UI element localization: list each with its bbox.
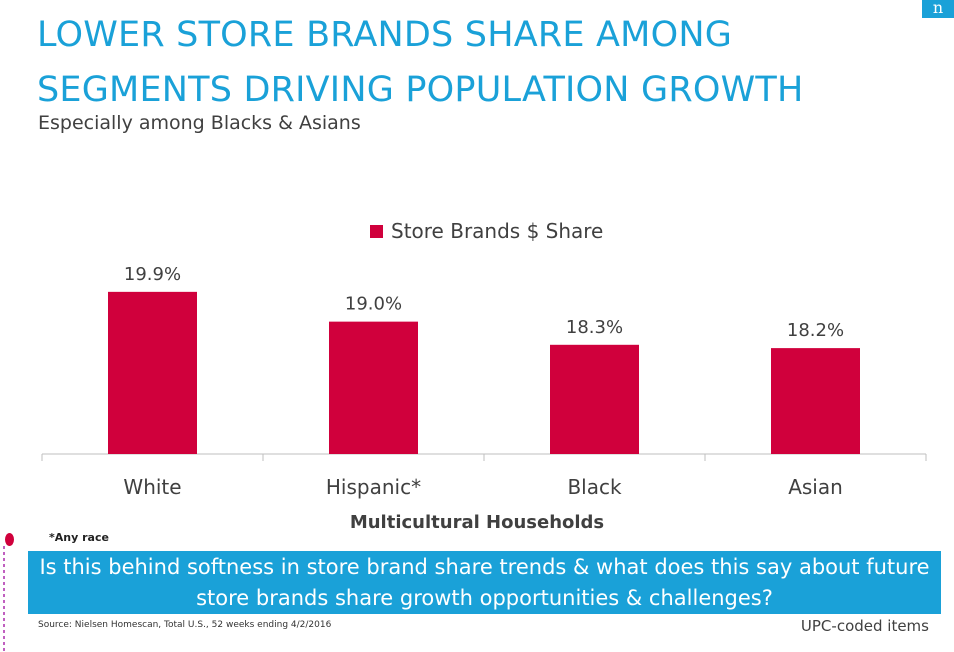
chart-legend: Store Brands $ Share bbox=[370, 219, 603, 243]
upc-note: UPC-coded items bbox=[800, 617, 929, 635]
bar-chart: 19.9% White 19.0% Hispanic* 18.3% Black 18.2% A… bbox=[41, 264, 927, 499]
category-label: Asian bbox=[788, 475, 843, 499]
title-line-1: LOWER STORE BRANDS SHARE AMONG bbox=[37, 15, 733, 55]
category-label: White bbox=[123, 475, 181, 499]
category-label: Hispanic* bbox=[326, 475, 421, 499]
x-axis-title: Multicultural Households bbox=[349, 512, 605, 533]
slide-subtitle: Especially among Blacks & Asians bbox=[38, 112, 361, 134]
data-label: 19.0% bbox=[345, 294, 402, 315]
question-banner: Is this behind softness in store brand s… bbox=[28, 551, 941, 614]
legend-label: Store Brands $ Share bbox=[391, 219, 604, 243]
brand-logo: n bbox=[922, 0, 954, 18]
legend-swatch bbox=[370, 224, 383, 238]
bar-white bbox=[108, 291, 197, 454]
slide-title: LOWER STORE BRANDS SHARE AMONG SEGMENTS … bbox=[37, 8, 897, 118]
pin-decoration bbox=[5, 533, 14, 546]
data-label: 18.2% bbox=[787, 320, 844, 341]
bar-hispanic bbox=[329, 321, 418, 454]
title-line-2: SEGMENTS DRIVING POPULATION GROWTH bbox=[37, 70, 804, 110]
bar-asian bbox=[771, 348, 860, 454]
pin-line-decoration bbox=[3, 546, 5, 652]
data-label: 18.3% bbox=[566, 317, 623, 338]
data-label: 19.9% bbox=[124, 264, 181, 285]
bar-black bbox=[550, 344, 639, 454]
footnote: *Any race bbox=[49, 531, 109, 544]
category-label: Black bbox=[567, 475, 622, 499]
source-note: Source: Nielsen Homescan, Total U.S., 52… bbox=[38, 620, 332, 630]
